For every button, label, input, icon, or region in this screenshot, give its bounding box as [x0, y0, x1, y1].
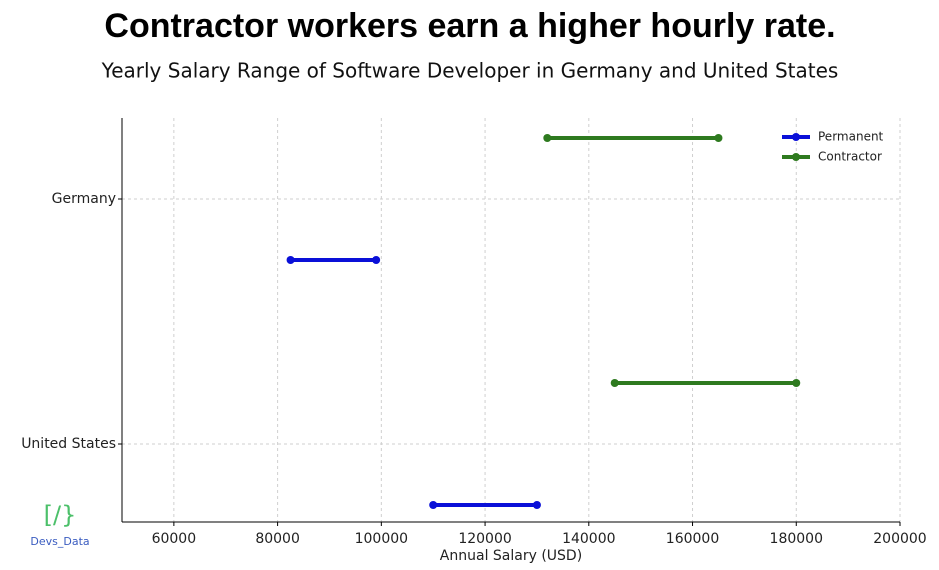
range-high — [372, 256, 381, 264]
range-low — [610, 379, 619, 387]
watermark-symbol: [/} — [44, 501, 77, 529]
x-tick-label: 120000 — [458, 531, 511, 547]
x-tick-label: 200000 — [873, 531, 926, 547]
range-high — [532, 501, 541, 509]
x-tick-label: 160000 — [666, 531, 719, 547]
x-tick-label: 180000 — [770, 531, 823, 547]
x-tick-label: 100000 — [355, 531, 408, 547]
x-tick-label: 140000 — [562, 531, 615, 547]
watermark-text: Devs_Data — [30, 535, 89, 548]
range-low — [429, 501, 438, 509]
legend-swatch-marker — [792, 153, 800, 161]
x-tick-label: 80000 — [255, 531, 300, 547]
x-axis-label: Annual Salary (USD) — [440, 548, 582, 564]
legend-label: Permanent — [818, 130, 884, 144]
y-tick-label: United States — [21, 436, 116, 452]
chart-title: Contractor workers earn a higher hourly … — [104, 7, 835, 45]
legend-swatch-marker — [792, 133, 800, 141]
range-high — [714, 134, 723, 142]
x-tick-label: 60000 — [152, 531, 197, 547]
chart-subtitle: Yearly Salary Range of Software Develope… — [101, 59, 839, 83]
y-tick-label: Germany — [52, 191, 116, 207]
range-low — [286, 256, 295, 264]
legend-label: Contractor — [818, 150, 882, 164]
range-high — [792, 379, 801, 387]
range-low — [543, 134, 552, 142]
